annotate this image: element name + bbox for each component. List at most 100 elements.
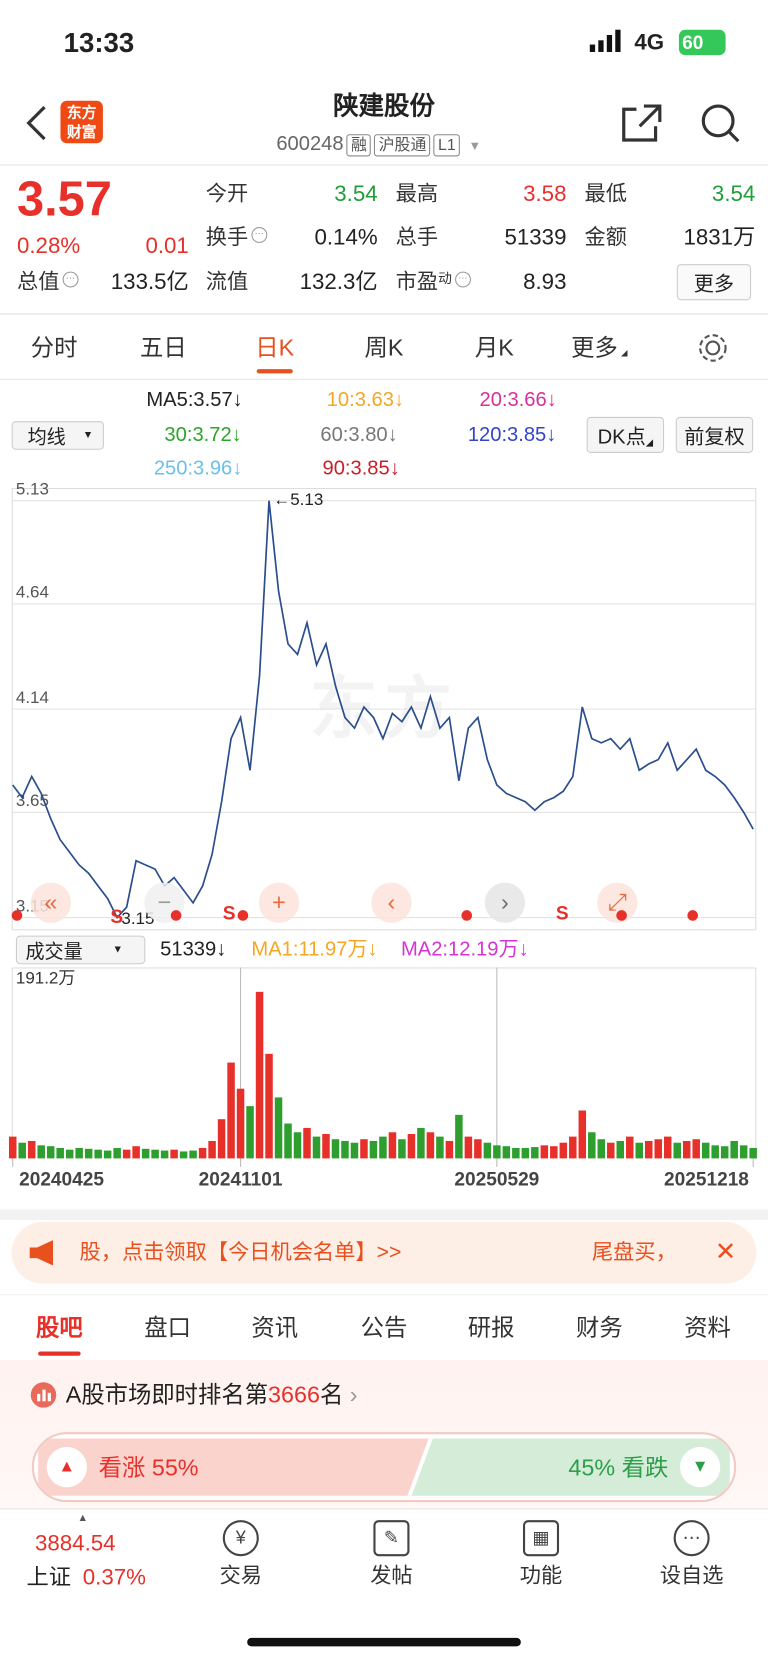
content-tab[interactable]: 公告 bbox=[360, 1314, 408, 1341]
tab-underline bbox=[38, 1351, 81, 1356]
volume-bar bbox=[37, 1145, 45, 1159]
logo-text: 财富 bbox=[66, 123, 97, 141]
vote-bar bbox=[31, 1432, 737, 1503]
volume-bar bbox=[18, 1142, 26, 1159]
battery: 60 bbox=[678, 29, 726, 56]
ma-legend: 60:3.80↓ bbox=[320, 423, 398, 447]
field-label: 金额 bbox=[585, 227, 627, 248]
stock-tag: 沪股通 bbox=[374, 134, 431, 157]
volume-bar bbox=[616, 1140, 625, 1159]
chart-control[interactable]: + bbox=[258, 882, 300, 923]
volume-bar bbox=[417, 1127, 425, 1159]
volume-legend: MA2:12.19万↓ bbox=[400, 938, 529, 961]
chart-control[interactable]: ‹ bbox=[371, 882, 412, 923]
x-tick-label: 20251218 bbox=[664, 1170, 749, 1191]
volume-bar bbox=[27, 1140, 36, 1159]
period-tab[interactable]: 日K bbox=[255, 334, 295, 361]
content-tab[interactable]: 盘口 bbox=[144, 1314, 191, 1341]
volume-bar bbox=[493, 1145, 501, 1159]
period-tab[interactable]: 月K bbox=[474, 334, 514, 361]
field-label-sup: 动 bbox=[438, 270, 452, 287]
volume-bar bbox=[626, 1136, 634, 1159]
min-annotation: 3.15 bbox=[121, 909, 154, 928]
nav-icon[interactable]: ▦ bbox=[522, 1520, 560, 1557]
index-value[interactable]: 3884.54 bbox=[35, 1531, 116, 1556]
volume-bar bbox=[141, 1148, 150, 1159]
ma-select[interactable]: 均线 ▼ bbox=[11, 421, 104, 450]
stock-tag: 融 bbox=[346, 134, 372, 157]
content-tab[interactable]: 股吧 bbox=[36, 1314, 83, 1341]
content-tab[interactable]: 资料 bbox=[684, 1314, 731, 1341]
field-label-text: 总手 bbox=[395, 225, 439, 250]
vote-down-label: 看跌 bbox=[621, 1454, 669, 1481]
period-tab[interactable]: 周K bbox=[364, 334, 404, 361]
volume-bar bbox=[588, 1132, 596, 1159]
tab-underline bbox=[256, 369, 293, 374]
volume-select[interactable]: 成交量 ▼ bbox=[15, 935, 146, 965]
volume-legend: MA1:11.97万↓ bbox=[251, 938, 378, 961]
nav-label[interactable]: 设自选 bbox=[659, 1564, 724, 1589]
divider bbox=[0, 312, 768, 316]
nav-label[interactable]: 功能 bbox=[519, 1564, 563, 1589]
volume-bar bbox=[246, 1106, 254, 1159]
ranking-text[interactable]: A股市场即时排名第3666名 › bbox=[65, 1381, 358, 1408]
share-icon[interactable] bbox=[621, 103, 663, 143]
volume-bar bbox=[208, 1140, 216, 1159]
dk-button[interactable]: DK点 ◢ bbox=[586, 416, 665, 453]
vote-up-button[interactable]: ▲ bbox=[46, 1446, 87, 1488]
volume-bar bbox=[227, 1062, 235, 1159]
volume-bar bbox=[711, 1145, 719, 1159]
volume-bar bbox=[75, 1147, 83, 1159]
network: 4G bbox=[634, 30, 665, 55]
volume-chart: 191.2万 20240425 20241101 20250529 20251218 bbox=[8, 967, 757, 1191]
volume-bar bbox=[103, 1150, 112, 1159]
adjust-button[interactable]: 前复权 bbox=[675, 416, 754, 453]
volume-bar bbox=[398, 1139, 406, 1159]
promo-banner[interactable] bbox=[11, 1222, 757, 1284]
content-tab[interactable]: 财务 bbox=[576, 1314, 623, 1341]
volume-bar bbox=[198, 1147, 207, 1159]
search-icon[interactable] bbox=[700, 103, 742, 145]
nav-icon[interactable]: ✎ bbox=[373, 1520, 410, 1557]
volume-title: 成交量 bbox=[25, 940, 83, 962]
last-price: 3.57 bbox=[16, 170, 112, 226]
price-line bbox=[12, 500, 754, 920]
vote-down-button[interactable]: ▼ bbox=[679, 1446, 721, 1488]
more-button[interactable]: 更多 bbox=[676, 264, 752, 301]
divider bbox=[0, 1209, 768, 1220]
field-label: 今开 bbox=[206, 184, 248, 205]
nav-label[interactable]: 交易 bbox=[219, 1564, 263, 1589]
volume-bar bbox=[692, 1139, 700, 1159]
signal-dot bbox=[461, 910, 473, 921]
x-tick-label: 20250529 bbox=[454, 1170, 539, 1191]
ma-legend: MA5:3.57↓ bbox=[146, 388, 243, 412]
x-tick-label: 20241101 bbox=[199, 1170, 283, 1191]
period-tab[interactable]: 分时 bbox=[30, 334, 78, 361]
signal-dot bbox=[11, 910, 23, 921]
content-tab[interactable]: 研报 bbox=[467, 1314, 515, 1341]
status-time: 13:33 bbox=[63, 26, 135, 59]
nav-icon[interactable]: ⋯ bbox=[673, 1520, 710, 1557]
volume-bar bbox=[654, 1139, 662, 1159]
signal-dot bbox=[170, 910, 182, 921]
y-tick-label: 3.65 bbox=[16, 791, 49, 810]
period-tab[interactable]: 五日 bbox=[140, 334, 187, 361]
banner-close[interactable]: ✕ bbox=[714, 1237, 737, 1267]
period-tab[interactable]: 更多 ◢ bbox=[571, 334, 628, 361]
volume-bar bbox=[663, 1136, 672, 1159]
nav-icon[interactable]: ¥ bbox=[222, 1520, 259, 1557]
field-label-text: 总值 bbox=[16, 270, 60, 294]
field-value: 8.93 bbox=[523, 269, 567, 295]
volume-bar bbox=[607, 1142, 615, 1159]
stock-tag: L1 bbox=[433, 134, 460, 157]
chart-control[interactable]: « bbox=[30, 882, 72, 923]
back-button[interactable] bbox=[23, 104, 51, 142]
chart-control[interactable]: › bbox=[484, 882, 526, 923]
volume-bar bbox=[521, 1147, 530, 1159]
volume-legend: 51339↓ bbox=[160, 938, 227, 961]
content-tab[interactable]: 资讯 bbox=[251, 1314, 299, 1341]
nav-label[interactable]: 发帖 bbox=[370, 1564, 413, 1589]
signal-label: S bbox=[222, 902, 236, 924]
settings-icon[interactable] bbox=[697, 332, 729, 364]
